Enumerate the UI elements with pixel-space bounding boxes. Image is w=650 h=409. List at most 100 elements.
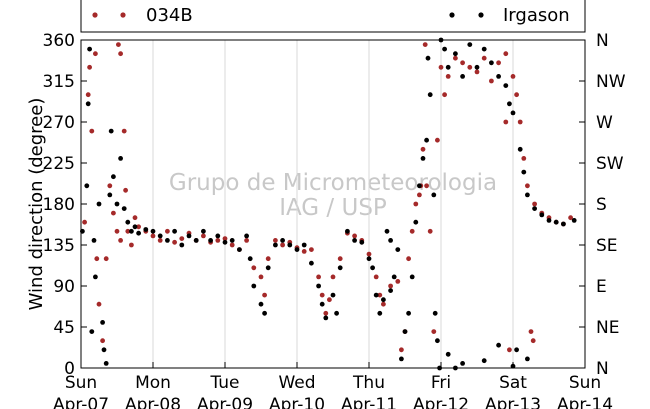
point-034b [424,183,429,189]
legend-marker-034b [92,12,98,18]
point-irgason [546,218,552,223]
point-irgason [280,238,285,243]
watermark-line-1: Grupo de Micrometeorologia [169,170,497,196]
point-034b [323,310,329,316]
point-034b [85,92,91,98]
point-irgason [532,206,537,212]
point-irgason [93,274,98,280]
point-irgason [384,228,390,234]
point-irgason [453,51,458,57]
point-irgason [118,156,123,161]
point-034b [395,279,401,284]
point-034b [366,251,372,257]
point-irgason [388,288,393,293]
point-irgason [399,356,404,362]
point-irgason [445,351,451,357]
point-irgason [143,227,149,232]
point-irgason [352,238,357,243]
point-034b [510,74,516,79]
point-034b [118,238,123,243]
point-irgason [157,233,163,239]
point-034b [467,64,473,70]
point-034b [496,60,501,66]
point-034b [114,228,120,234]
point-irgason [467,42,473,47]
point-irgason [496,74,501,79]
point-irgason [420,156,426,161]
point-irgason [172,228,178,234]
point-irgason [101,347,107,353]
point-034b [123,187,128,193]
point-034b [337,256,343,262]
point-irgason [84,183,90,189]
point-034b [528,329,534,334]
point-034b [94,256,100,262]
point-irgason [150,228,156,234]
x-tick-date: Apr-12 [413,395,469,409]
y-tick-label-right: E [596,277,607,297]
point-irgason [229,238,235,243]
point-034b [265,256,271,262]
point-034b [215,238,221,243]
point-irgason [91,238,97,243]
legend-marker-irgason [449,12,455,18]
point-irgason [294,247,300,253]
point-irgason [571,218,577,223]
point-irgason [85,101,91,107]
point-irgason [377,310,383,316]
point-irgason [395,247,401,253]
y-axis-label: Wind direction (degree) [26,98,47,311]
point-034b [111,210,116,216]
point-irgason [496,342,501,348]
point-irgason [553,219,559,225]
point-034b [435,137,440,143]
point-irgason [193,238,199,243]
point-034b [179,236,185,242]
point-irgason [345,228,350,234]
x-tick-day: Sun [65,373,97,393]
point-034b [422,42,428,47]
point-irgason [337,265,343,271]
point-034b [413,201,419,207]
y-tick-label-right: W [596,113,613,133]
point-irgason [525,192,530,198]
point-irgason [273,242,278,248]
point-034b [427,228,433,234]
y-tick-label-right: SW [596,154,624,174]
point-034b [87,64,92,70]
point-irgason [179,242,185,248]
point-034b [417,192,422,198]
point-irgason [108,128,114,134]
point-irgason [114,201,120,207]
point-irgason [489,60,494,66]
point-034b [172,239,178,245]
point-034b [521,156,527,161]
point-034b [377,292,383,298]
y-tick-label-right: N [596,31,609,51]
x-tick-day: Tue [209,373,239,393]
point-irgason [481,358,487,364]
point-034b [82,219,87,225]
x-tick-date: Apr-07 [53,395,109,409]
point-irgason [222,239,228,245]
watermark-line-2: IAG / USP [279,195,387,221]
point-irgason [309,260,314,266]
point-irgason [366,256,372,262]
point-034b [157,238,163,243]
x-tick-day: Thu [352,373,385,393]
point-irgason [427,92,433,98]
point-irgason [425,55,431,61]
point-irgason [330,292,336,298]
point-irgason [287,242,293,248]
point-034b [507,347,512,353]
point-irgason [373,292,379,298]
point-034b [409,228,415,234]
point-irgason [432,310,438,316]
point-irgason [402,329,408,334]
point-034b [319,292,325,298]
point-034b [280,242,285,248]
y-tick-label-right: N [596,359,609,379]
point-irgason [129,228,134,234]
point-irgason [316,283,321,289]
